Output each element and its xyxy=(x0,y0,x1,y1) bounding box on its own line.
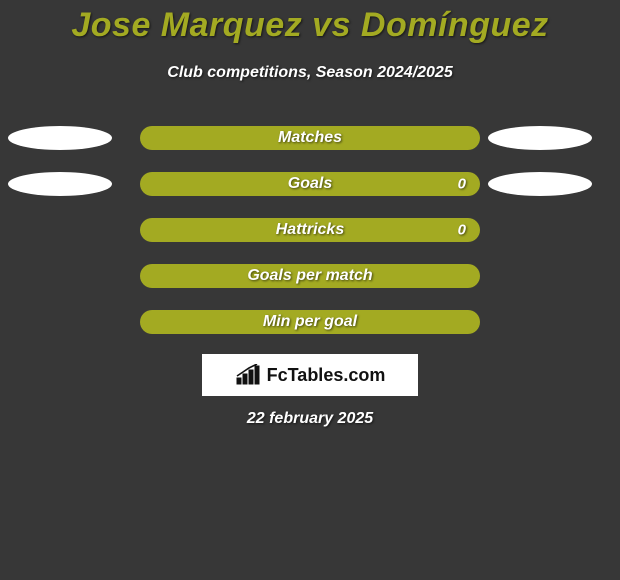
stat-bar-goals_per_match: Goals per match xyxy=(140,264,480,288)
canvas-bg xyxy=(0,0,620,580)
logo-text: FcTables.com xyxy=(267,365,386,386)
left-ellipse xyxy=(8,126,112,150)
left-ellipse xyxy=(8,172,112,196)
stat-label-min_per_goal: Min per goal xyxy=(140,313,480,331)
stat-bar-goals: Goals0 xyxy=(140,172,480,196)
page-title: Jose Marquez vs Domínguez xyxy=(0,6,620,45)
stat-right-value-hattricks: 0 xyxy=(458,222,466,239)
bar-chart-icon xyxy=(235,364,261,386)
logo-box: FcTables.com xyxy=(202,354,418,396)
stat-bar-matches: Matches xyxy=(140,126,480,150)
stat-label-goals: Goals xyxy=(140,175,480,193)
stat-right-value-goals: 0 xyxy=(458,176,466,193)
stat-bar-hattricks: Hattricks0 xyxy=(140,218,480,242)
subtitle: Club competitions, Season 2024/2025 xyxy=(0,64,620,82)
stat-label-goals_per_match: Goals per match xyxy=(140,267,480,285)
right-ellipse xyxy=(488,172,592,196)
stat-label-hattricks: Hattricks xyxy=(140,221,480,239)
stat-bar-min_per_goal: Min per goal xyxy=(140,310,480,334)
stat-label-matches: Matches xyxy=(140,129,480,147)
right-ellipse xyxy=(488,126,592,150)
date-text: 22 february 2025 xyxy=(0,410,620,428)
